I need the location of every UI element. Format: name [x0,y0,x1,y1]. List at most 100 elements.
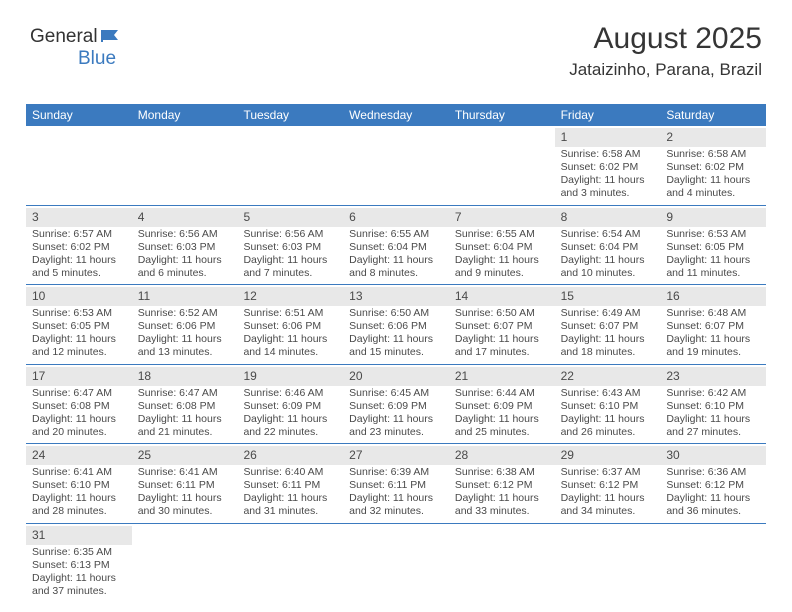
sunset-text: Sunset: 6:12 PM [561,479,655,492]
daylight-text: Daylight: 11 hours and 26 minutes. [561,413,655,439]
day-cell: 8Sunrise: 6:54 AMSunset: 6:04 PMDaylight… [555,206,661,285]
day-number: 27 [343,446,449,465]
sunset-text: Sunset: 6:11 PM [138,479,232,492]
daylight-text: Daylight: 11 hours and 23 minutes. [349,413,443,439]
day-cell [132,126,238,205]
sunset-text: Sunset: 6:04 PM [455,241,549,254]
sunrise-text: Sunrise: 6:43 AM [561,387,655,400]
day-cell: 14Sunrise: 6:50 AMSunset: 6:07 PMDayligh… [449,285,555,364]
day-cell: 25Sunrise: 6:41 AMSunset: 6:11 PMDayligh… [132,444,238,523]
sunset-text: Sunset: 6:09 PM [455,400,549,413]
sunset-text: Sunset: 6:02 PM [32,241,126,254]
daylight-text: Daylight: 11 hours and 19 minutes. [666,333,760,359]
logo-text-general: General [30,26,98,47]
sunrise-text: Sunrise: 6:42 AM [666,387,760,400]
daylight-text: Daylight: 11 hours and 25 minutes. [455,413,549,439]
day-number: 17 [26,367,132,386]
daylight-text: Daylight: 11 hours and 20 minutes. [32,413,126,439]
sunrise-text: Sunrise: 6:41 AM [32,466,126,479]
sunset-text: Sunset: 6:06 PM [243,320,337,333]
day-cell: 16Sunrise: 6:48 AMSunset: 6:07 PMDayligh… [660,285,766,364]
daylight-text: Daylight: 11 hours and 6 minutes. [138,254,232,280]
day-cell [343,524,449,603]
week-row: 3Sunrise: 6:57 AMSunset: 6:02 PMDaylight… [26,206,766,286]
daylight-text: Daylight: 11 hours and 32 minutes. [349,492,443,518]
day-number: 1 [555,128,661,147]
day-cell [237,524,343,603]
daylight-text: Daylight: 11 hours and 14 minutes. [243,333,337,359]
day-cell: 31Sunrise: 6:35 AMSunset: 6:13 PMDayligh… [26,524,132,603]
day-cell: 10Sunrise: 6:53 AMSunset: 6:05 PMDayligh… [26,285,132,364]
week-row: 1Sunrise: 6:58 AMSunset: 6:02 PMDaylight… [26,126,766,206]
day-number: 31 [26,526,132,545]
sunrise-text: Sunrise: 6:53 AM [666,228,760,241]
day-cell: 24Sunrise: 6:41 AMSunset: 6:10 PMDayligh… [26,444,132,523]
sunrise-text: Sunrise: 6:50 AM [455,307,549,320]
sunset-text: Sunset: 6:10 PM [666,400,760,413]
day-number: 22 [555,367,661,386]
daylight-text: Daylight: 11 hours and 30 minutes. [138,492,232,518]
day-number: 18 [132,367,238,386]
day-cell: 6Sunrise: 6:55 AMSunset: 6:04 PMDaylight… [343,206,449,285]
day-header: Thursday [449,104,555,126]
day-cell: 19Sunrise: 6:46 AMSunset: 6:09 PMDayligh… [237,365,343,444]
sunset-text: Sunset: 6:13 PM [32,559,126,572]
daylight-text: Daylight: 11 hours and 7 minutes. [243,254,337,280]
day-number: 16 [660,287,766,306]
day-cell [555,524,661,603]
sunset-text: Sunset: 6:06 PM [138,320,232,333]
day-number: 6 [343,208,449,227]
day-cell: 22Sunrise: 6:43 AMSunset: 6:10 PMDayligh… [555,365,661,444]
day-cell: 17Sunrise: 6:47 AMSunset: 6:08 PMDayligh… [26,365,132,444]
daylight-text: Daylight: 11 hours and 21 minutes. [138,413,232,439]
daylight-text: Daylight: 11 hours and 18 minutes. [561,333,655,359]
sunrise-text: Sunrise: 6:53 AM [32,307,126,320]
week-row: 24Sunrise: 6:41 AMSunset: 6:10 PM Dayligh… [26,444,766,524]
header-right: August 2025 Jataizinho, Parana, Brazil [569,22,762,80]
sunset-text: Sunset: 6:11 PM [243,479,337,492]
sunset-text: Sunset: 6:09 PM [243,400,337,413]
day-number: 14 [449,287,555,306]
sunset-text: Sunset: 6:08 PM [32,400,126,413]
sunset-text: Sunset: 6:12 PM [666,479,760,492]
sunrise-text: Sunrise: 6:35 AM [32,546,126,559]
day-number: 10 [26,287,132,306]
day-number: 21 [449,367,555,386]
logo-text-blue: Blue [78,48,116,69]
sunrise-text: Sunrise: 6:45 AM [349,387,443,400]
sunset-text: Sunset: 6:11 PM [349,479,443,492]
daylight-text: Daylight: 11 hours and 12 minutes. [32,333,126,359]
sunset-text: Sunset: 6:10 PM [32,479,126,492]
sunset-text: Sunset: 6:05 PM [666,241,760,254]
day-header: Wednesday [343,104,449,126]
day-cell: 3Sunrise: 6:57 AMSunset: 6:02 PMDaylight… [26,206,132,285]
day-number: 20 [343,367,449,386]
day-number: 19 [237,367,343,386]
day-cell [132,524,238,603]
daylight-text: Daylight: 11 hours and 33 minutes. [455,492,549,518]
daylight-text: Daylight: 11 hours and 17 minutes. [455,333,549,359]
daylight-text: Daylight: 11 hours and 8 minutes. [349,254,443,280]
sunrise-text: Sunrise: 6:38 AM [455,466,549,479]
daylight-text: Daylight: 11 hours and 4 minutes. [666,174,760,200]
sunrise-text: Sunrise: 6:46 AM [243,387,337,400]
week-row: 10Sunrise: 6:53 AMSunset: 6:05 PMDayligh… [26,285,766,365]
day-cell [237,126,343,205]
day-number: 23 [660,367,766,386]
sunrise-text: Sunrise: 6:50 AM [349,307,443,320]
day-number: 30 [660,446,766,465]
sunrise-text: Sunrise: 6:40 AM [243,466,337,479]
sunset-text: Sunset: 6:12 PM [455,479,549,492]
day-number: 26 [237,446,343,465]
daylight-text: Daylight: 11 hours and 3 minutes. [561,174,655,200]
day-cell: 18Sunrise: 6:47 AMSunset: 6:08 PMDayligh… [132,365,238,444]
day-number: 25 [132,446,238,465]
page-title: August 2025 [569,22,762,56]
logo: General Blue [30,26,122,70]
day-number: 24 [26,446,132,465]
sunset-text: Sunset: 6:05 PM [32,320,126,333]
day-cell [26,126,132,205]
sunrise-text: Sunrise: 6:55 AM [349,228,443,241]
day-cell: 11Sunrise: 6:52 AMSunset: 6:06 PMDayligh… [132,285,238,364]
sunrise-text: Sunrise: 6:47 AM [138,387,232,400]
